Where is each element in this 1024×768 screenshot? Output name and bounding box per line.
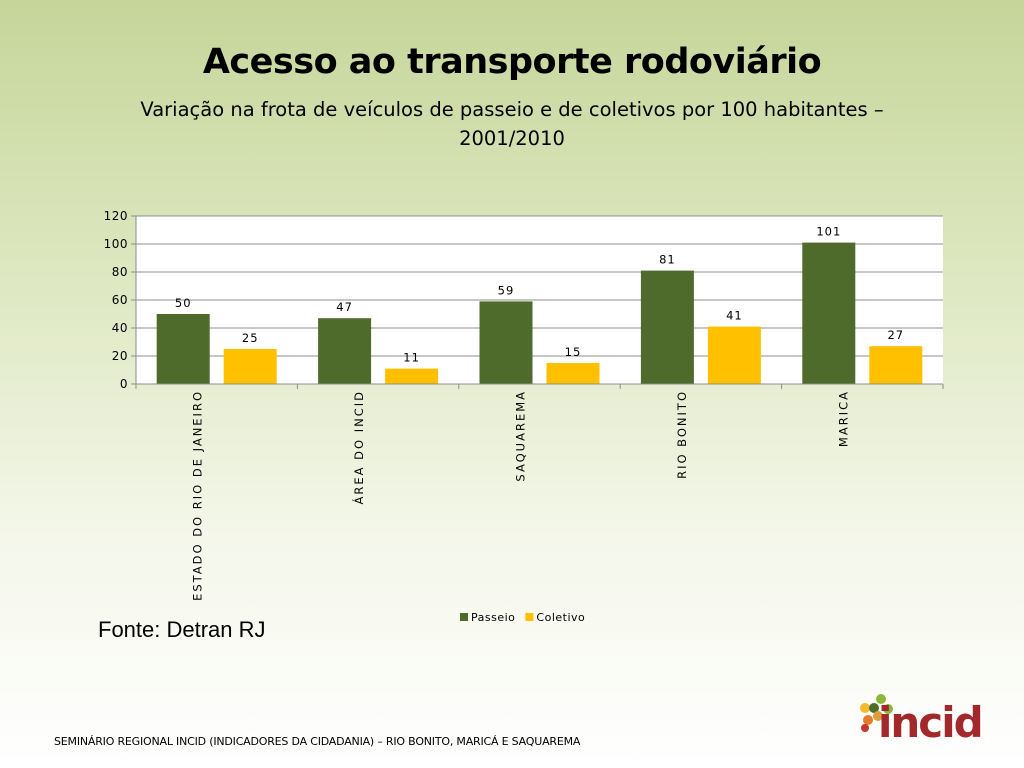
data-label-passeio: 50 [175,296,192,310]
legend-label-coletivo: Coletivo [536,611,585,624]
bar-passeio [802,242,856,384]
bar-coletivo [869,346,923,384]
x-category-label: RIO BONITO [675,390,689,479]
slide-subtitle: Variação na frota de veículos de passeio… [140,98,884,150]
bar-passeio [479,301,533,384]
legend-label-passeio: Passeio [471,611,515,624]
bar-coletivo [546,363,600,384]
bar-coletivo [223,349,277,384]
bar-passeio [640,270,694,384]
slide-title: Acesso ao transporte rodoviário [202,42,822,82]
logo-dots-icon [860,694,893,732]
y-tick-label: 20 [112,349,128,363]
data-label-coletivo: 11 [403,351,420,365]
x-category-label: ESTADO DO RIO DE JANEIRO [191,390,205,601]
x-category-label: SAQUAREMA [514,390,528,482]
y-tick-label: 0 [120,377,128,391]
x-category-label: ÁREA DO INCID [351,390,366,504]
data-label-coletivo: 27 [887,328,904,342]
y-tick-label: 80 [112,265,128,279]
x-category-label: MARICA [836,390,850,447]
y-tick-label: 40 [112,321,128,335]
data-label-coletivo: 25 [242,331,259,345]
y-tick-label: 100 [104,237,128,251]
data-label-passeio: 81 [659,253,676,267]
bar-coletivo [385,368,439,384]
y-tick-label: 120 [104,209,128,223]
footer-text: SEMINÁRIO REGIONAL INCID (INDICADORES DA… [54,735,581,748]
data-label-passeio: 47 [336,300,353,314]
bar-coletivo [707,326,761,384]
data-label-passeio: 59 [498,283,515,297]
bar-passeio [156,314,210,384]
incid-logo: incid [856,692,984,752]
data-label-passeio: 101 [816,225,841,239]
data-label-coletivo: 41 [726,309,743,323]
y-tick-label: 60 [112,293,128,307]
bar-passeio [318,318,372,384]
legend-swatch-passeio [460,613,468,621]
source-note: Fonte: Detran RJ [98,617,266,642]
data-label-coletivo: 15 [565,345,582,359]
legend-swatch-coletivo [525,613,534,621]
logo-text: incid [878,698,984,747]
